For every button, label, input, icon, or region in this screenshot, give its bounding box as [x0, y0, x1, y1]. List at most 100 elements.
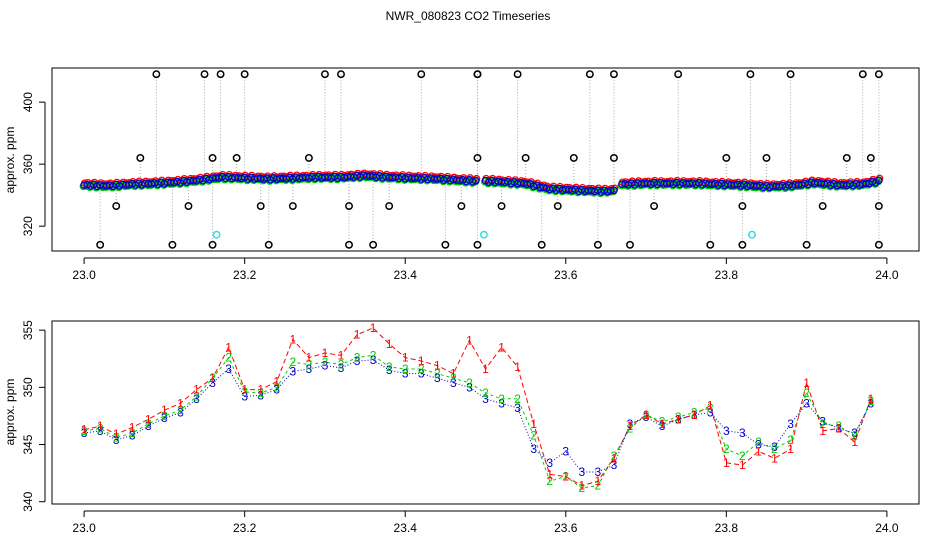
- top-y-tick-label: 320: [21, 216, 35, 236]
- bottom-series-marker-2: 2: [209, 371, 216, 385]
- bottom-series-marker-2: 2: [803, 386, 810, 400]
- top-cyan-layer: [212, 230, 756, 239]
- top-y-tick-label: 400: [21, 92, 35, 112]
- bottom-series-marker-1: 1: [723, 456, 730, 470]
- bottom-series-marker-1: 1: [434, 359, 441, 373]
- top-outlier-point: [874, 202, 883, 210]
- bottom-series-marker-3: 3: [161, 411, 168, 425]
- bottom-series-marker-2: 2: [370, 348, 377, 362]
- bottom-series-marker-2: 2: [771, 442, 778, 456]
- top-x-axis: 23.0 23.2 23.4 23.6 23.8 24.0: [72, 257, 899, 282]
- bottom-series-marker-3: 3: [819, 415, 826, 429]
- bottom-series-marker-3: 3: [354, 354, 361, 368]
- bottom-series-marker-3: 3: [546, 456, 553, 470]
- top-outlier-point: [473, 153, 482, 162]
- bottom-series-marker-1: 1: [370, 321, 377, 335]
- bottom-series-marker-1: 1: [675, 412, 682, 426]
- bottom-series-marker-3: 3: [771, 440, 778, 454]
- top-outlier-point: [385, 202, 394, 210]
- bottom-series-marker-1: 1: [338, 348, 345, 362]
- bottom-series-marker-1: 1: [787, 442, 794, 456]
- top-outlier-point: [722, 153, 731, 162]
- top-outlier-point: [786, 70, 795, 79]
- bottom-series-marker-1: 1: [209, 371, 216, 385]
- top-series-point: [606, 186, 615, 195]
- bottom-series-marker-1: 1: [498, 340, 505, 354]
- bottom-series-marker-2: 2: [835, 419, 842, 433]
- bottom-series-marker-2: 2: [643, 408, 650, 422]
- bottom-series-marker-1: 1: [819, 424, 826, 438]
- top-outlier-point: [417, 70, 426, 79]
- bottom-series-line-3: [84, 359, 872, 473]
- top-x-tick-label: 23.4: [394, 268, 418, 282]
- bottom-series-marker-1: 1: [835, 422, 842, 436]
- bottom-series-marker-1: 1: [129, 420, 136, 434]
- bottom-series-marker-2: 2: [595, 479, 602, 493]
- bottom-series-marker-1: 1: [691, 408, 698, 422]
- bottom-series-marker-3: 3: [595, 465, 602, 479]
- top-outlier-point: [585, 70, 594, 79]
- bottom-series-marker-3: 3: [466, 380, 473, 394]
- top-outlier-point: [593, 240, 602, 249]
- bottom-series-marker-1: 1: [97, 419, 104, 433]
- bottom-series-marker-2: 2: [787, 433, 794, 447]
- bottom-x-tick-label: 23.0: [72, 521, 96, 535]
- bottom-series-marker-3: 3: [578, 465, 585, 479]
- bottom-series-marker-3: 3: [723, 424, 730, 438]
- top-outlier-point: [738, 240, 747, 249]
- top-outlier-point: [345, 240, 353, 249]
- bottom-series-marker-3: 3: [514, 401, 521, 415]
- top-outlier-point: [473, 240, 482, 249]
- bottom-series-marker-2: 2: [161, 409, 168, 423]
- bottom-series-marker-3: 3: [209, 376, 216, 390]
- top-cyan-point: [212, 230, 221, 239]
- bottom-y-tick-label: 340: [21, 491, 35, 511]
- bottom-series-marker-1: 1: [595, 474, 602, 488]
- bottom-series-marker-3: 3: [835, 422, 842, 436]
- bottom-series-line-2: [84, 354, 872, 489]
- top-cyan-point: [748, 230, 756, 239]
- bottom-series-marker-1: 1: [257, 383, 264, 397]
- bottom-series-marker-3: 3: [675, 412, 682, 426]
- bottom-series-marker-3: 3: [418, 367, 425, 381]
- top-series-point: [472, 176, 480, 185]
- bottom-series-marker-1: 1: [177, 396, 184, 410]
- bottom-series-marker-3: 3: [177, 406, 184, 420]
- bottom-series-marker-2: 2: [723, 442, 730, 456]
- bottom-y-tick-label: 350: [21, 377, 35, 397]
- bottom-series-marker-3: 3: [273, 383, 280, 397]
- bottom-series-marker-3: 3: [867, 396, 874, 410]
- bottom-series-marker-1: 1: [611, 451, 618, 465]
- top-x-tick-label: 24.0: [875, 268, 899, 282]
- bottom-series-marker-3: 3: [338, 361, 345, 375]
- bottom-series-marker-1: 1: [193, 383, 200, 397]
- bottom-series-marker-1: 1: [81, 423, 88, 437]
- top-outlier-point: [521, 153, 530, 162]
- bottom-series-marker-3: 3: [97, 424, 104, 438]
- top-outlier-point: [136, 153, 145, 162]
- bottom-y-tick-label: 355: [21, 320, 35, 340]
- bottom-series-marker-1: 1: [418, 354, 425, 368]
- bottom-series-marker-3: 3: [113, 433, 120, 447]
- bottom-plot-frame: [51, 320, 920, 505]
- top-outlier-point: [256, 202, 265, 210]
- bottom-series-marker-3: 3: [225, 362, 232, 376]
- bottom-series-marker-2: 2: [322, 355, 329, 369]
- top-outlier-point: [369, 240, 378, 249]
- bottom-x-tick-label: 23.2: [233, 521, 257, 535]
- bottom-series-marker-2: 2: [145, 417, 152, 431]
- bottom-series-marker-1: 1: [322, 346, 329, 360]
- bottom-series-marker-1: 1: [386, 337, 393, 351]
- bottom-series-marker-2: 2: [306, 357, 313, 371]
- top-outlier-point: [874, 70, 883, 79]
- top-outlier-point: [152, 70, 161, 79]
- bottom-series-marker-3: 3: [386, 363, 393, 377]
- top-y-tick-label: 360: [21, 154, 35, 174]
- bottom-series-marker-2: 2: [755, 435, 762, 449]
- top-outlier-point: [674, 70, 683, 79]
- bottom-series-marker-2: 2: [546, 474, 553, 488]
- bottom-series-marker-2: 2: [225, 351, 232, 365]
- bottom-series-marker-1: 1: [867, 392, 874, 406]
- bottom-series-marker-2: 2: [819, 417, 826, 431]
- bottom-series-marker-1: 1: [450, 367, 457, 381]
